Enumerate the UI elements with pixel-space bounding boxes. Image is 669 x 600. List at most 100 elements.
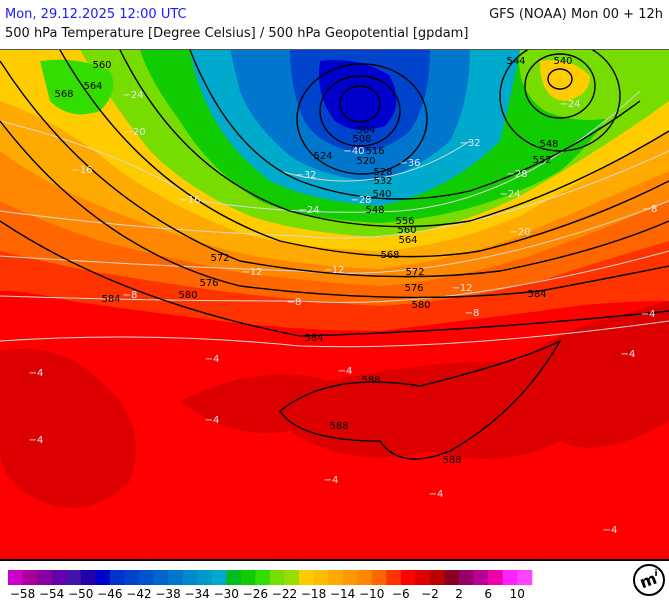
isotherm-lines [0,90,669,348]
temperature-label: −32 [295,170,316,181]
legend-swatch [240,570,256,585]
geopotential-label: 572 [210,253,229,264]
legend-swatch [197,570,213,585]
valid-time: Mon, 29.12.2025 12:00 UTC [5,7,187,22]
legend-swatch [255,570,271,585]
legend-swatch [429,570,445,585]
temperature-label: −20 [124,127,145,138]
temperature-label: −24 [559,99,580,110]
temperature-label: −16 [71,165,92,176]
geopotential-label: 516 [365,146,384,157]
legend-swatch [37,570,53,585]
legend-swatch [153,570,169,585]
legend-swatch [182,570,198,585]
geopotential-label: 576 [404,283,423,294]
legend-label: −42 [126,587,151,600]
legend-label: −58 [10,587,35,600]
temperature-label: −28 [506,169,527,180]
geopotential-label: 564 [398,235,417,246]
legend-swatch [357,570,373,585]
temperature-label: −4 [29,435,44,446]
legend-label: −22 [272,587,297,600]
color-legend: −58 −54 −50 −46 −42 −38 −34 −30 −26 −22 −18 −14 −10−… [8,570,533,600]
legend-label: −38 [155,587,180,600]
temperature-label: −24 [298,205,319,216]
legend-swatch [517,570,533,585]
temperature-label: −16 [179,195,200,206]
geopotential-label: 588 [361,375,380,386]
temperature-label: −8 [643,204,658,215]
temperature-label: −4 [205,354,220,365]
meteologix-logo: m i [633,564,665,596]
legend-swatch [226,570,242,585]
geopotential-label: 540 [372,189,391,200]
geopotential-label: 568 [54,89,73,100]
geopotential-label: 552 [532,155,551,166]
legend-label: −54 [39,587,64,600]
legend-label: −6 [392,587,410,600]
legend-label: −18 [301,587,326,600]
legend-swatch [488,570,504,585]
legend-label: −2 [421,587,439,600]
legend-swatch [138,570,154,585]
geopotential-contours [0,50,669,460]
temperature-label: −8 [465,308,480,319]
legend-swatch [328,570,344,585]
geopotential-label: 544 [506,56,525,67]
geopotential-label: 588 [442,455,461,466]
legend-swatch [8,570,24,585]
temperature-label: −8 [287,297,302,308]
legend-swatch [22,570,38,585]
temperature-label: −4 [621,349,636,360]
legend-label: 10 [510,587,525,600]
geopotential-label: 524 [313,151,332,162]
geopotential-label: 580 [178,290,197,301]
legend-label: −50 [68,587,93,600]
model-run: GFS (NOAA) Mon 00 + 12h [489,7,663,22]
geopotential-label: 520 [356,156,375,167]
map-title: 500 hPa Temperature [Degree Celsius] / 5… [5,26,469,41]
legend-swatch [80,570,96,585]
legend-swatch [371,570,387,585]
legend-swatch [473,570,489,585]
legend-swatch [51,570,67,585]
temperature-labels: −24 −20 −16 −40 −36 −32 −32 −28 −28 −24 −24 −24 −20 −… [29,90,658,536]
legend-swatch [400,570,416,585]
legend-swatch [459,570,475,585]
geopotential-label: 580 [411,300,430,311]
temperature-label: −4 [603,525,618,536]
geopotential-label: 532 [373,176,392,187]
legend-swatch [269,570,285,585]
legend-swatch [95,570,111,585]
geopotential-label: 584 [527,289,546,300]
geopotential-label: 560 [397,225,416,236]
legend-swatch [502,570,518,585]
geopotential-label: 556 [395,216,414,227]
geopotential-label: 576 [199,278,218,289]
temperature-label: −4 [429,489,444,500]
temperature-label: −12 [323,265,344,276]
legend-label: 6 [484,587,492,600]
legend-label: −26 [243,587,268,600]
temperature-label: −4 [29,368,44,379]
geopotential-label: 540 [553,56,572,67]
legend-label: 2 [455,587,463,600]
temperature-label: −4 [324,475,339,486]
temperature-label: −4 [205,415,220,426]
legend-swatch [313,570,329,585]
legend-label: −46 [97,587,122,600]
legend-swatch [386,570,402,585]
geopotential-label: 584 [101,294,120,305]
temperature-label: −4 [338,366,353,377]
legend-label: −30 [214,587,239,600]
temperature-label: −32 [459,138,480,149]
legend-swatch [415,570,431,585]
temperature-label: −4 [641,309,656,320]
temperature-label: −24 [499,189,520,200]
geopotential-label: 560 [92,60,111,71]
geopotential-label: 504 [356,125,375,136]
legend-swatch [299,570,315,585]
legend-swatch [109,570,125,585]
